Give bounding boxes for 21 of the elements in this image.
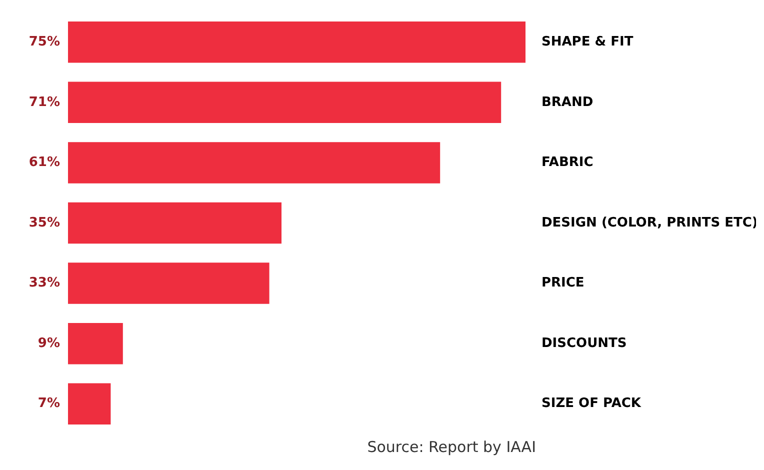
data-label: 33% [28,276,60,291]
y-tick-label: FABRIC [542,155,594,170]
data-label: 75% [28,34,60,50]
bar [68,322,123,364]
data-label: 7% [38,396,60,412]
y-tick-label: PRICE [542,276,584,291]
y-tick-label: BRAND [542,94,594,110]
source-note: Source: Report by IAAI [366,438,537,456]
bar [68,202,282,244]
data-label: 61% [28,155,60,170]
bar [68,142,440,184]
y-tick-label: SHAPE & FIT [542,34,634,50]
bar [68,82,502,124]
data-label: 35% [28,215,60,230]
y-tick-label: SIZE OF PACK [542,396,642,412]
data-label: 9% [38,336,60,351]
bar [68,22,526,63]
bar [68,383,111,424]
data-label: 71% [28,94,60,110]
y-tick-label: DISCOUNTS [542,336,627,351]
bar [68,262,270,304]
